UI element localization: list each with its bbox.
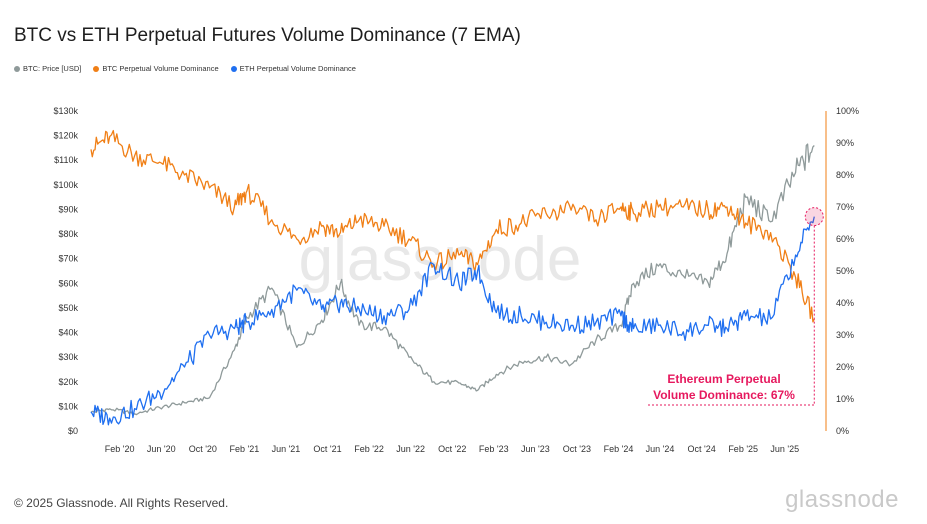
y-left-tick: $130k [53, 106, 78, 116]
watermark: glassnode [299, 225, 582, 294]
y-left-tick: $60k [58, 278, 78, 288]
x-tick: Feb '23 [479, 444, 509, 454]
y-left-tick: $50k [58, 303, 78, 313]
y-right-tick: 10% [836, 394, 854, 404]
y-left-tick: $10k [58, 401, 78, 411]
x-tick: Jun '21 [272, 444, 301, 454]
x-tick: Oct '21 [313, 444, 341, 454]
y-left-tick: $20k [58, 377, 78, 387]
y-right-tick: 70% [836, 202, 854, 212]
legend-label-btc-price: BTC: Price [USD] [23, 64, 82, 73]
right-axis: 0% 10% 20% 30% 40% 50% 60% 70% 80% 90% 100% [836, 106, 859, 436]
x-tick: Feb '24 [604, 444, 634, 454]
y-right-tick: 90% [836, 138, 854, 148]
x-tick: Feb '21 [230, 444, 260, 454]
x-tick: Feb '20 [105, 444, 135, 454]
series-line-1 [90, 129, 815, 323]
page-title: BTC vs ETH Perpetual Futures Volume Domi… [14, 25, 521, 46]
left-axis: $0 $10k $20k $30k $40k $50k $60k $70k $80k $90k $1… [53, 106, 78, 436]
y-right-tick: 100% [836, 106, 859, 116]
x-tick: Feb '25 [728, 444, 758, 454]
x-tick: Jun '23 [521, 444, 550, 454]
legend-label-btc-dominance: BTC Perpetual Volume Dominance [102, 64, 219, 73]
y-right-tick: 40% [836, 298, 854, 308]
y-left-tick: $40k [58, 328, 78, 338]
legend-item-eth-dominance[interactable]: ETH Perpetual Volume Dominance [230, 64, 356, 73]
x-tick: Jun '20 [147, 444, 176, 454]
y-right-tick: 30% [836, 330, 854, 340]
legend-dot-eth-dominance [230, 65, 237, 72]
legend-item-btc-dominance[interactable]: BTC Perpetual Volume Dominance [93, 64, 219, 73]
y-right-tick: 60% [836, 234, 854, 244]
x-tick: Jun '25 [770, 444, 799, 454]
legend-item-btc-price[interactable]: BTC: Price [USD] [14, 64, 81, 73]
y-left-tick: $80k [58, 229, 78, 239]
x-tick: Jun '24 [646, 444, 675, 454]
y-left-tick: $0 [68, 426, 78, 436]
legend-dot-btc-dominance [93, 65, 100, 72]
y-right-tick: 80% [836, 170, 854, 180]
legend-dot-btc-price [14, 65, 20, 72]
x-tick: Oct '22 [438, 444, 466, 454]
y-right-tick: 20% [836, 362, 854, 372]
y-left-tick: $90k [58, 204, 78, 214]
annotation: Ethereum Perpetual Volume Dominance: 67% [648, 207, 824, 406]
x-tick: Oct '23 [563, 444, 591, 454]
y-left-tick: $110k [54, 155, 78, 165]
annotation-line2: Volume Dominance: 67% [653, 388, 795, 402]
annotation-line1: Ethereum Perpetual [667, 372, 780, 386]
x-tick: Feb '22 [354, 444, 384, 454]
x-tick: Oct '20 [189, 444, 217, 454]
brand-logo: glassnode [785, 486, 899, 513]
legend-label-eth-dominance: ETH Perpetual Volume Dominance [239, 64, 356, 73]
y-left-tick: $120k [53, 131, 78, 141]
annotation-marker [804, 207, 824, 227]
y-left-tick: $100k [53, 180, 78, 190]
x-axis: Feb '20 Jun '20 Oct '20 Feb '21 Jun '21 Oct '… [105, 444, 799, 454]
legend: BTC: Price [USD] BTC Perpetual Volume Do… [14, 64, 356, 73]
series-lines [90, 129, 815, 426]
copyright: © 2025 Glassnode. All Rights Reserved. [14, 496, 229, 510]
y-left-tick: $30k [58, 352, 78, 362]
x-tick: Oct '24 [688, 444, 716, 454]
series-line-0 [90, 143, 815, 416]
y-right-tick: 0% [836, 426, 849, 436]
y-right-tick: 50% [836, 266, 854, 276]
y-left-tick: $70k [58, 254, 78, 264]
x-tick: Jun '22 [396, 444, 425, 454]
series-line-2 [90, 216, 815, 426]
